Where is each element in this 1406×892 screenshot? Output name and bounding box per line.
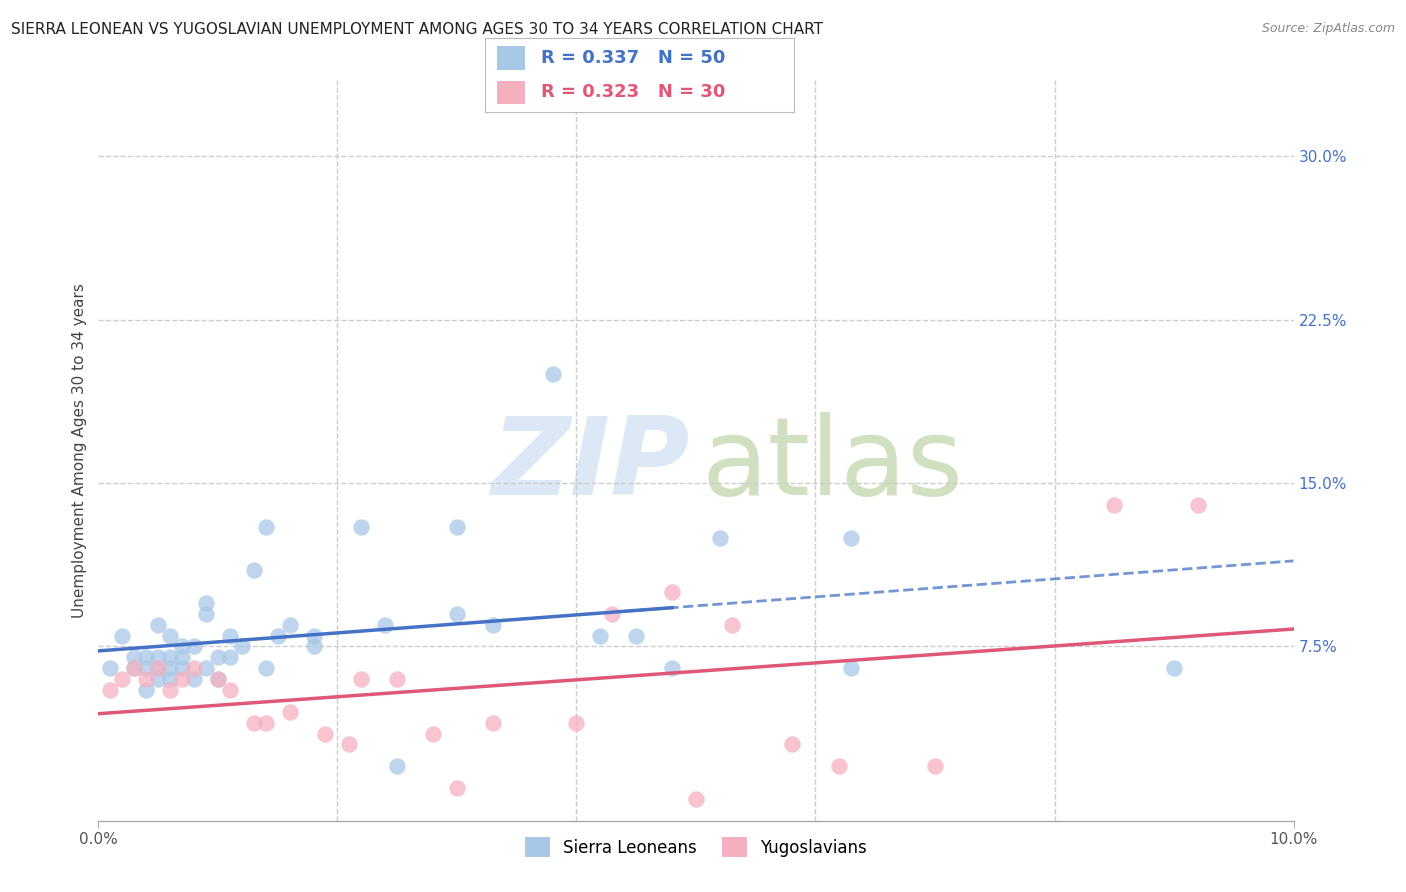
Point bbox=[446, 607, 468, 621]
Bar bbox=[498, 81, 526, 104]
Point bbox=[219, 628, 242, 642]
Point bbox=[148, 672, 170, 686]
Point bbox=[98, 683, 122, 698]
Point bbox=[278, 617, 301, 632]
Point bbox=[172, 650, 194, 665]
Text: ZIP: ZIP bbox=[492, 412, 690, 518]
Point bbox=[1104, 498, 1126, 512]
Point bbox=[183, 640, 205, 654]
Point bbox=[385, 672, 409, 686]
Point bbox=[385, 759, 409, 773]
Point bbox=[243, 715, 266, 730]
Point bbox=[159, 661, 181, 675]
Point bbox=[111, 672, 134, 686]
Point bbox=[207, 672, 229, 686]
Point bbox=[1187, 498, 1209, 512]
Point bbox=[159, 672, 181, 686]
Point bbox=[446, 780, 468, 795]
Point bbox=[183, 672, 205, 686]
Point bbox=[446, 519, 468, 533]
Point bbox=[124, 661, 146, 675]
Point bbox=[302, 640, 325, 654]
Point bbox=[148, 661, 170, 675]
Point bbox=[219, 683, 242, 698]
Point bbox=[254, 661, 277, 675]
Point bbox=[339, 738, 361, 752]
Point bbox=[661, 585, 683, 599]
Point bbox=[148, 617, 170, 632]
Point bbox=[254, 715, 277, 730]
Point bbox=[195, 607, 218, 621]
Point bbox=[422, 726, 444, 740]
Point bbox=[207, 650, 229, 665]
Point bbox=[243, 563, 266, 577]
Point bbox=[254, 519, 277, 533]
Point bbox=[374, 617, 396, 632]
Point bbox=[350, 519, 373, 533]
Point bbox=[278, 705, 301, 719]
Point bbox=[148, 661, 170, 675]
Point bbox=[626, 628, 648, 642]
Point bbox=[1163, 661, 1185, 675]
Text: R = 0.337   N = 50: R = 0.337 N = 50 bbox=[541, 49, 725, 67]
Point bbox=[709, 531, 731, 545]
Point bbox=[721, 617, 744, 632]
Point bbox=[124, 650, 146, 665]
Point bbox=[172, 640, 194, 654]
Text: atlas: atlas bbox=[702, 412, 965, 518]
Text: SIERRA LEONEAN VS YUGOSLAVIAN UNEMPLOYMENT AMONG AGES 30 TO 34 YEARS CORRELATION: SIERRA LEONEAN VS YUGOSLAVIAN UNEMPLOYME… bbox=[11, 22, 824, 37]
Point bbox=[183, 661, 205, 675]
Point bbox=[589, 628, 612, 642]
Point bbox=[482, 617, 505, 632]
Point bbox=[159, 650, 181, 665]
Point bbox=[924, 759, 946, 773]
Point bbox=[135, 650, 157, 665]
Point bbox=[231, 640, 253, 654]
Point bbox=[98, 661, 122, 675]
Point bbox=[172, 661, 194, 675]
Point bbox=[159, 628, 181, 642]
Point bbox=[124, 661, 146, 675]
Point bbox=[219, 650, 242, 665]
Text: R = 0.323   N = 30: R = 0.323 N = 30 bbox=[541, 84, 725, 102]
Point bbox=[780, 738, 803, 752]
Point bbox=[159, 683, 181, 698]
Point bbox=[135, 661, 157, 675]
Point bbox=[565, 715, 588, 730]
Point bbox=[315, 726, 337, 740]
Point bbox=[661, 661, 683, 675]
Point bbox=[195, 596, 218, 610]
Point bbox=[111, 628, 134, 642]
Point bbox=[841, 661, 863, 675]
Point bbox=[267, 628, 290, 642]
Point bbox=[482, 715, 505, 730]
Legend: Sierra Leoneans, Yugoslavians: Sierra Leoneans, Yugoslavians bbox=[519, 830, 873, 864]
Point bbox=[602, 607, 624, 621]
Point bbox=[135, 683, 157, 698]
Text: Source: ZipAtlas.com: Source: ZipAtlas.com bbox=[1261, 22, 1395, 36]
Point bbox=[207, 672, 229, 686]
Point bbox=[172, 672, 194, 686]
Point bbox=[541, 368, 564, 382]
Point bbox=[828, 759, 851, 773]
Point bbox=[302, 628, 325, 642]
Point bbox=[685, 792, 707, 806]
Point bbox=[350, 672, 373, 686]
Bar bbox=[498, 46, 526, 70]
Y-axis label: Unemployment Among Ages 30 to 34 years: Unemployment Among Ages 30 to 34 years bbox=[72, 283, 87, 618]
Point bbox=[148, 650, 170, 665]
Point bbox=[195, 661, 218, 675]
Point bbox=[841, 531, 863, 545]
Point bbox=[135, 672, 157, 686]
